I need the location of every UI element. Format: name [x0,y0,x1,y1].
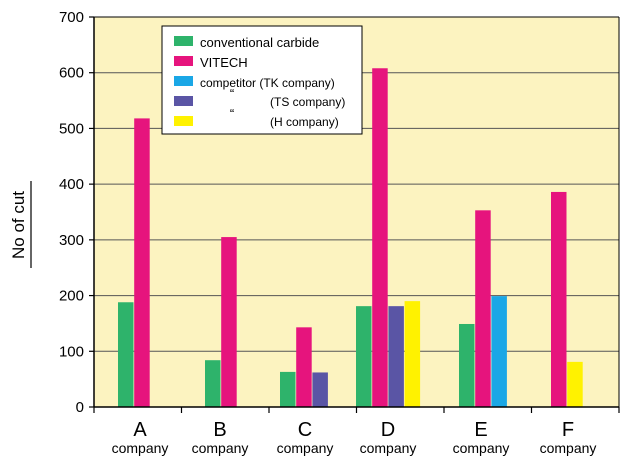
bar-C-vitech [296,327,312,407]
x-tick-label-C: C [298,419,312,441]
legend-label: VITECH [200,55,248,70]
y-axis-label: No of cut [9,191,28,259]
x-tick-sublabel: company [540,440,597,456]
legend-swatch [174,76,193,86]
y-tick-label: 300 [59,232,84,249]
legend-swatch [174,56,193,66]
bars-group [118,68,583,408]
x-tick-sublabel: company [277,440,334,456]
legend-swatch [174,96,193,106]
legend-label: (H company) [270,115,339,129]
bar-A-conventional-carbide [118,302,134,407]
legend-ditto-mark: “ [230,106,234,121]
y-tick-label: 700 [59,9,84,26]
y-tick-label: 200 [59,288,84,305]
bar-B-vitech [221,237,237,407]
bar-F-vitech [551,191,567,407]
legend-swatch [174,36,193,46]
x-tick-label-E: E [474,419,487,441]
y-tick-label: 600 [59,65,84,82]
legend-ditto-mark: “ [230,86,234,101]
x-tick-label-D: D [381,419,395,441]
bar-F--h-company- [567,361,583,407]
legend-swatch [174,116,193,126]
legend-label: competitor (TK company) [200,76,335,90]
x-tick-sublabel: company [360,440,417,456]
legend-label: (TS company) [270,95,345,109]
axes-group [89,16,620,413]
y-tick-label: 0 [76,399,84,416]
legend-box [161,25,363,135]
bar-D-conventional-carbide [356,306,372,407]
bar-D-vitech [372,68,388,407]
x-tick-sublabel: company [192,440,249,456]
bar-E-vitech [475,210,491,407]
y-tick-label: 400 [59,176,84,193]
bar-C--ts-company- [312,372,328,407]
bar-A-vitech [134,118,150,408]
legend: conventional carbide VITECH competitor (TK… [161,25,363,135]
y-tick-label: 100 [59,343,84,360]
y-tick-label: 500 [59,120,84,137]
x-tick-label-F: F [562,419,574,441]
x-tick-labels: AcompanyBcompanyCcompanyDcompanyEcompany… [112,419,597,456]
y-tick-labels: 0 100 200 300 400 500 600 700 [59,9,84,416]
bar-D--ts-company- [388,306,404,407]
x-tick-label-A: A [133,419,147,441]
x-tick-sublabel: company [453,440,510,456]
bar-E-conventional-carbide [459,323,475,407]
bar-D--h-company- [404,301,421,407]
bar-E-competitor-tk-company- [491,296,507,407]
x-tick-label-B: B [213,419,226,441]
bar-C-conventional-carbide [280,371,296,407]
bar-B-conventional-carbide [205,360,221,407]
legend-label: conventional carbide [200,35,319,50]
y-axis-label-group: No of cut [9,181,32,268]
x-tick-sublabel: company [112,440,169,456]
